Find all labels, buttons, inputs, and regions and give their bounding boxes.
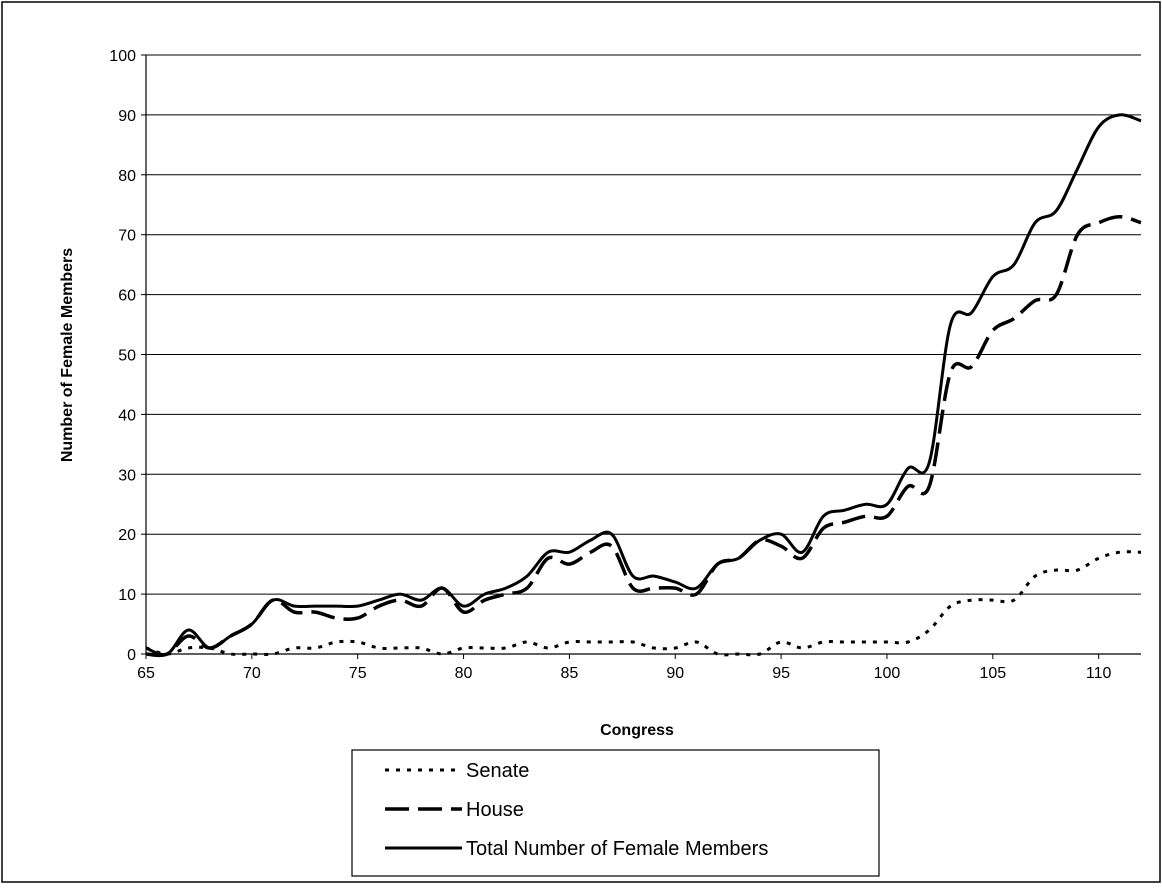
y-tick-label: 10 — [118, 587, 136, 604]
gridlines — [146, 54, 1141, 595]
y-tick-label: 50 — [118, 348, 136, 365]
x-tick-label: 95 — [772, 665, 790, 682]
x-tick-label: 110 — [1086, 665, 1112, 682]
tick-labels: 0 10 20 30 40 50 60 70 80 90 100 65 70 75 80 85 90 95 100 1… — [109, 48, 1111, 682]
x-axis-label: Congress — [600, 722, 674, 739]
legend-label: House — [466, 799, 524, 821]
y-tick-label: 40 — [118, 407, 136, 424]
legend-label: Total Number of Female Members — [466, 838, 768, 860]
legend-box — [351, 749, 880, 877]
x-tick-label: 65 — [137, 665, 155, 682]
y-tick-label: 70 — [118, 228, 136, 245]
y-tick-label: 60 — [118, 288, 136, 305]
y-tick-label: 80 — [118, 168, 136, 185]
series-lines — [145, 113, 1142, 658]
series-line-dashed — [145, 214, 1142, 658]
y-tick-label: 100 — [109, 48, 136, 65]
y-tick-label: 0 — [127, 647, 136, 664]
legend-label: Senate — [466, 760, 529, 782]
y-tick-label: 90 — [118, 108, 136, 125]
x-tick-label: 75 — [349, 665, 367, 682]
y-axis-label: Number of Female Members — [59, 248, 76, 462]
x-tick-label: 70 — [243, 665, 261, 682]
x-tick-label: 100 — [874, 665, 901, 682]
legend: Senate House Total Number of Female Member… — [351, 749, 880, 877]
series-line-solid — [145, 113, 1142, 657]
x-tick-label: 80 — [455, 665, 473, 682]
x-tick-label: 85 — [561, 665, 579, 682]
x-tick-label: 90 — [666, 665, 684, 682]
x-tick-label: 105 — [979, 665, 1006, 682]
y-tick-label: 30 — [118, 467, 136, 484]
series-line-dotted — [145, 550, 1142, 657]
y-tick-label: 20 — [118, 527, 136, 544]
axes — [141, 54, 1141, 659]
